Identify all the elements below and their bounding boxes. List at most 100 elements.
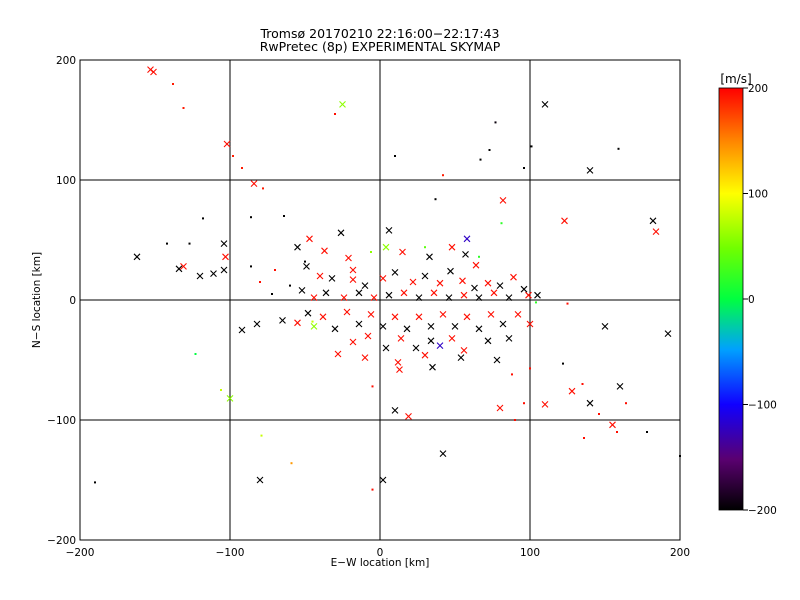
data-point-cross <box>609 421 616 429</box>
data-point-cross <box>436 342 444 349</box>
data-point-cross <box>436 279 444 287</box>
data-point-cross <box>505 294 513 301</box>
y-axis-label: N−S location [km] <box>31 252 43 348</box>
data-point-cross <box>499 320 507 328</box>
data-point-cross <box>462 251 469 258</box>
x-axis-label: E−W location [km] <box>331 557 430 569</box>
data-point-cross <box>220 240 228 247</box>
data-point-dot <box>511 373 513 376</box>
colorbar-tick-label: −100 <box>748 400 777 412</box>
data-point-cross <box>460 347 468 354</box>
data-point-dot <box>535 301 537 304</box>
x-tick-label: 200 <box>670 547 690 559</box>
data-point-cross <box>664 330 672 337</box>
data-point-cross <box>499 197 507 204</box>
data-point-cross <box>316 272 324 280</box>
data-point-cross <box>250 180 258 187</box>
colorbar-tick-label: 0 <box>748 294 755 306</box>
data-point-cross <box>526 320 534 328</box>
data-point-dot <box>371 488 374 491</box>
data-point-dot <box>250 265 252 268</box>
data-point-cross <box>397 335 405 342</box>
data-point-dot <box>646 431 648 433</box>
data-point-cross <box>222 253 229 261</box>
data-point-cross <box>364 332 372 340</box>
chart-subtitle: RwPretec (8p) EXPERIMENTAL SKYMAP <box>260 39 501 54</box>
data-point-dot <box>290 462 293 465</box>
data-point-cross <box>601 323 609 330</box>
data-point-cross <box>472 261 480 269</box>
colorbar <box>718 87 744 511</box>
data-point-cross <box>421 351 429 359</box>
data-point-cross <box>361 354 369 361</box>
data-point-cross <box>616 383 624 390</box>
y-tick-label: 200 <box>56 55 76 67</box>
data-point-cross <box>343 308 351 316</box>
data-point-cross <box>561 217 568 225</box>
data-point-cross <box>421 272 429 280</box>
data-point-cross <box>484 279 492 287</box>
data-point-cross <box>391 313 399 321</box>
data-point-dot <box>523 167 525 169</box>
data-point-cross <box>448 335 456 342</box>
data-point-dot <box>274 269 276 271</box>
data-point-dot <box>598 413 600 415</box>
data-point-cross <box>520 285 528 293</box>
data-point-cross <box>385 291 393 299</box>
data-point-cross <box>210 270 217 277</box>
data-point-dot <box>566 302 569 305</box>
data-point-cross <box>430 289 438 297</box>
data-point-dot <box>182 107 185 109</box>
data-point-cross <box>426 253 433 261</box>
data-point-cross <box>415 294 423 301</box>
data-point-cross <box>355 320 363 328</box>
data-point-cross <box>253 320 261 328</box>
data-point-cross <box>568 387 576 395</box>
data-point-cross <box>322 289 330 297</box>
data-point-cross <box>391 269 399 276</box>
colorbar-tick-label: −200 <box>748 505 777 517</box>
data-point-cross <box>238 326 246 334</box>
data-point-cross <box>484 337 492 345</box>
data-point-dot <box>94 481 96 484</box>
data-point-cross <box>586 399 594 407</box>
data-point-dot <box>583 437 585 439</box>
data-point-cross <box>382 344 390 352</box>
data-point-dot <box>479 158 482 161</box>
data-point-dot <box>260 434 263 437</box>
x-tick-label: 100 <box>520 547 540 559</box>
data-point-cross <box>459 277 466 285</box>
data-point-dot <box>271 293 273 295</box>
data-point-dot <box>478 255 480 258</box>
data-point-cross <box>337 229 345 237</box>
data-point-dot <box>523 402 525 405</box>
data-point-cross <box>310 323 318 330</box>
data-point-cross <box>493 356 501 364</box>
data-point-dot <box>617 147 620 150</box>
data-point-dot <box>283 215 285 217</box>
data-point-dot <box>424 246 426 249</box>
data-point-cross <box>405 413 412 420</box>
data-point-cross <box>370 294 378 301</box>
data-point-cross <box>379 275 387 282</box>
data-point-cross <box>496 282 504 289</box>
data-point-cross <box>319 313 327 321</box>
data-point-cross <box>304 309 312 317</box>
data-point-dot <box>232 155 234 157</box>
data-point-cross <box>334 350 342 358</box>
data-point-cross <box>133 253 141 261</box>
data-point-cross <box>460 291 468 299</box>
data-point-cross <box>349 266 357 274</box>
data-point-cross <box>586 167 594 174</box>
data-point-cross <box>471 284 478 292</box>
data-point-dot <box>500 222 503 225</box>
data-point-cross <box>361 282 369 289</box>
data-point-dot <box>625 402 627 405</box>
data-point-cross <box>303 263 310 270</box>
data-point-cross <box>400 289 408 297</box>
x-tick-label: 0 <box>377 547 384 559</box>
data-point-dot <box>334 113 336 115</box>
data-point-cross <box>403 325 411 333</box>
data-point-cross <box>445 294 453 301</box>
x-tick-label: −100 <box>216 547 245 559</box>
